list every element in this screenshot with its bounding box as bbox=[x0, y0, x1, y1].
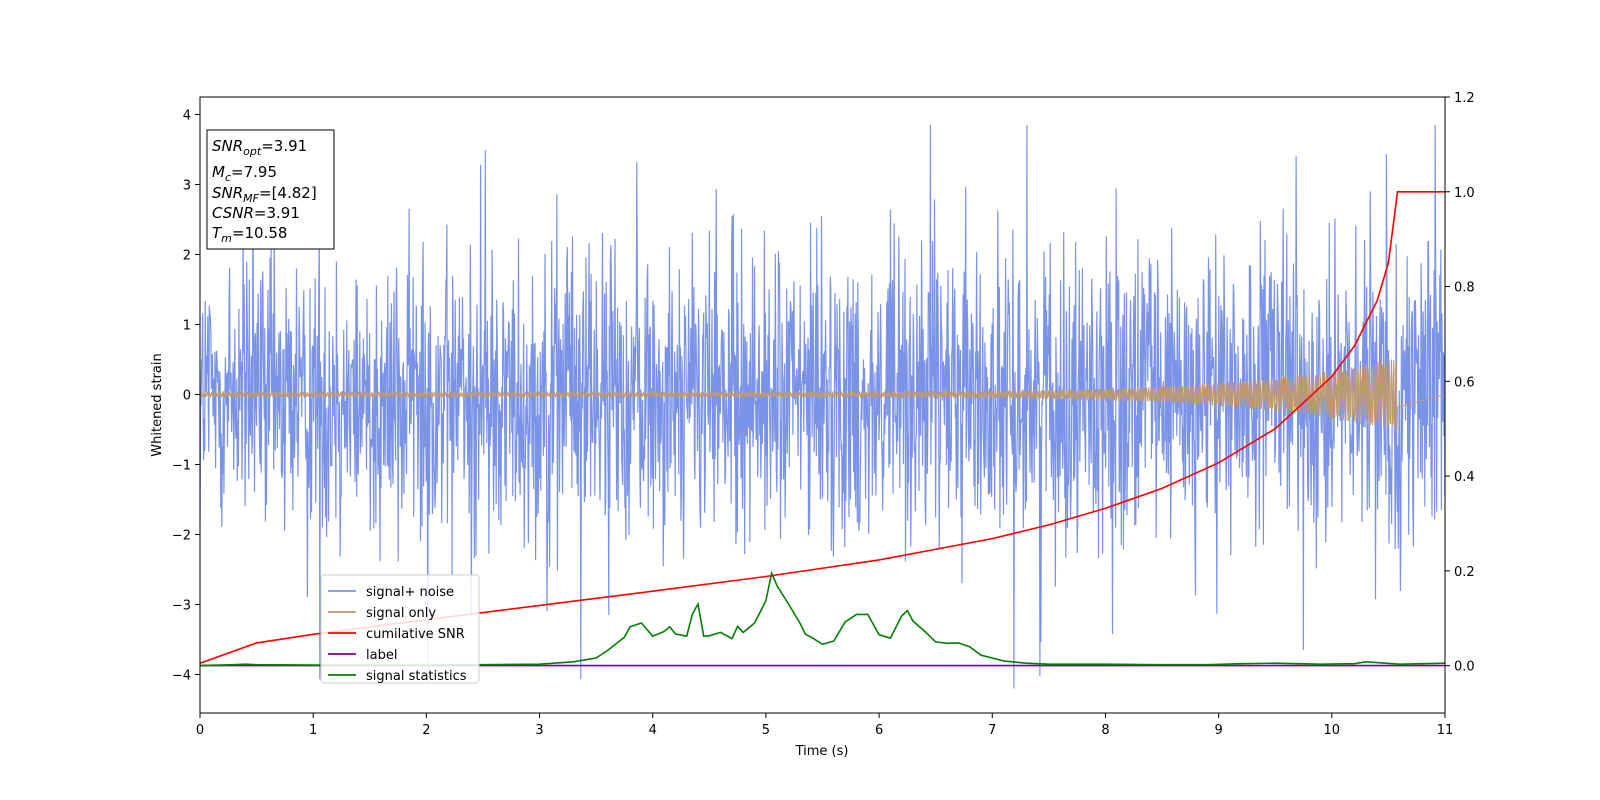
y2-tick-label: 1.2 bbox=[1454, 91, 1475, 106]
series-signal-noise bbox=[200, 124, 1445, 689]
y2-tick-label: 0.6 bbox=[1454, 375, 1475, 390]
x-axis-label: Time (s) bbox=[795, 744, 849, 759]
y2-tick-label: 0.0 bbox=[1454, 660, 1475, 675]
y-tick-label: 3 bbox=[183, 179, 191, 194]
plot-frame bbox=[199, 96, 1446, 714]
annotation-line: Tm=10.58 bbox=[212, 224, 287, 245]
y-tick-label: 0 bbox=[183, 389, 191, 404]
annotation-line: SNRopt=3.91 bbox=[212, 137, 307, 158]
x-tick-label: 11 bbox=[1437, 723, 1454, 738]
y2-tick-label: 0.8 bbox=[1454, 281, 1475, 296]
legend-item-label: signal+ noise bbox=[366, 585, 454, 600]
y-tick-label: −4 bbox=[172, 669, 191, 684]
series-signal-only bbox=[200, 359, 1445, 431]
annotation-line: SNRMF=[4.82] bbox=[212, 184, 317, 205]
annotation-line: Mc=7.95 bbox=[212, 163, 277, 184]
x-axis: 0 1 2 3 4 5 6 7 8 9 10 11 bbox=[196, 713, 1453, 738]
x-tick-label: 2 bbox=[422, 723, 430, 738]
y2-tick-label: 1.0 bbox=[1454, 186, 1475, 201]
x-tick-label: 5 bbox=[762, 723, 770, 738]
legend-item-label: cumilative SNR bbox=[366, 627, 465, 642]
legend-item-label: label bbox=[366, 648, 397, 663]
y2-tick-label: 0.4 bbox=[1454, 470, 1475, 485]
x-tick-label: 9 bbox=[1214, 723, 1222, 738]
y-axis-left: 4 3 2 1 0 −1 −2 −3 −4 bbox=[172, 109, 200, 684]
x-tick-label: 10 bbox=[1324, 723, 1341, 738]
legend-item-label: signal statistics bbox=[366, 669, 467, 684]
x-tick-label: 1 bbox=[309, 723, 317, 738]
y-tick-label: 4 bbox=[183, 109, 191, 124]
x-tick-label: 7 bbox=[988, 723, 996, 738]
y-tick-label: −3 bbox=[172, 599, 191, 614]
series-signal-statistics bbox=[200, 570, 1445, 667]
y-tick-label: 1 bbox=[183, 319, 191, 334]
y-axis-right: 1.2 1.0 0.8 0.6 0.4 0.2 0.0 bbox=[1445, 91, 1475, 675]
legend: signal+ noise signal only cumilative SNR la… bbox=[320, 574, 480, 684]
y-tick-label: −1 bbox=[172, 459, 191, 474]
y-axis-label: Whitened strain bbox=[150, 353, 165, 456]
y-tick-label: 2 bbox=[183, 249, 191, 264]
annotation-line: CSNR=3.91 bbox=[212, 204, 300, 222]
x-tick-label: 8 bbox=[1101, 723, 1109, 738]
x-tick-label: 4 bbox=[649, 723, 657, 738]
legend-item-label: signal only bbox=[366, 606, 436, 621]
x-tick-label: 3 bbox=[535, 723, 543, 738]
y-tick-label: −2 bbox=[172, 529, 191, 544]
x-tick-label: 0 bbox=[196, 723, 204, 738]
y2-tick-label: 0.2 bbox=[1454, 565, 1475, 580]
x-tick-label: 6 bbox=[875, 723, 883, 738]
